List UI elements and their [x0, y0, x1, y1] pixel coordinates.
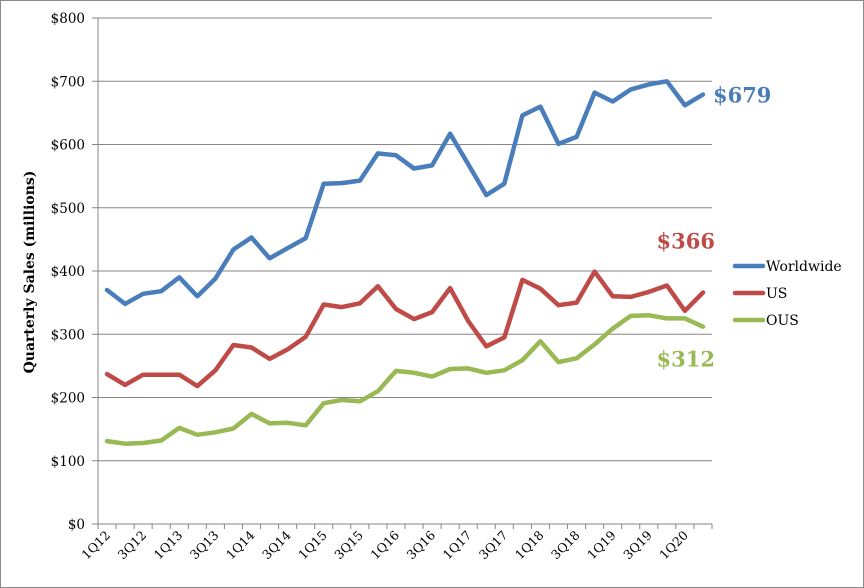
- x-tick-label: 3Q18: [548, 527, 583, 562]
- series-line-ous: [104, 313, 706, 446]
- y-tick-labels: $0 $100 $200 $300 $400 $500 $600 $700 $800: [51, 11, 85, 533]
- x-tick-label: 3Q17: [476, 527, 511, 562]
- y-tick-label: $400: [51, 264, 85, 280]
- legend: Worldwide US OUS: [732, 259, 842, 329]
- x-tick-label: 1Q14: [223, 527, 258, 562]
- gridlines: [92, 17, 712, 525]
- series-lines: [104, 79, 706, 446]
- y-tick-label: $200: [51, 391, 85, 407]
- y-tick-label: $600: [51, 138, 85, 154]
- y-tick-label: $500: [51, 201, 85, 217]
- x-tick-label: 3Q15: [331, 528, 366, 563]
- x-tick-label: 1Q19: [584, 527, 619, 562]
- axes: [97, 18, 713, 529]
- y-tick-label: $300: [51, 327, 85, 343]
- x-tick-label: 3Q16: [403, 527, 438, 562]
- y-tick-label: $800: [51, 11, 85, 27]
- series-line-us: [104, 269, 706, 389]
- legend-label-us: US: [766, 286, 787, 302]
- x-tick-label: 1Q18: [512, 527, 547, 562]
- x-tick-label: 3Q12: [115, 528, 150, 563]
- x-tick-label: 3Q14: [259, 527, 294, 562]
- x-tick-label: 1Q16: [367, 527, 402, 562]
- x-tick-labels: 1Q12 3Q12 1Q13 3Q13 1Q14 3Q14 1Q15 3Q15 1Q16 3Q16…: [78, 527, 691, 562]
- x-tick-label: 1Q15: [295, 528, 330, 563]
- x-tick-label: 1Q17: [440, 527, 475, 562]
- legend-label-ous: OUS: [766, 313, 799, 329]
- series-line-worldwide: [104, 79, 706, 307]
- x-tick-label: 3Q19: [620, 527, 655, 562]
- y-tick-label: $700: [51, 74, 85, 90]
- y-tick-label: $0: [68, 517, 85, 533]
- end-value-labels: $679 $366 $312: [657, 83, 772, 372]
- end-label-ous: $312: [657, 347, 715, 372]
- end-label-us: $366: [657, 229, 715, 254]
- x-tick-label: 3Q13: [187, 527, 222, 562]
- x-tick-label: 1Q13: [151, 527, 186, 562]
- legend-label-worldwide: Worldwide: [766, 259, 842, 275]
- y-tick-label: $100: [51, 454, 85, 470]
- x-tick-label: 1Q20: [656, 527, 691, 562]
- y-axis-title: Quarterly Sales (millions): [22, 171, 38, 374]
- end-label-worldwide: $679: [713, 83, 771, 108]
